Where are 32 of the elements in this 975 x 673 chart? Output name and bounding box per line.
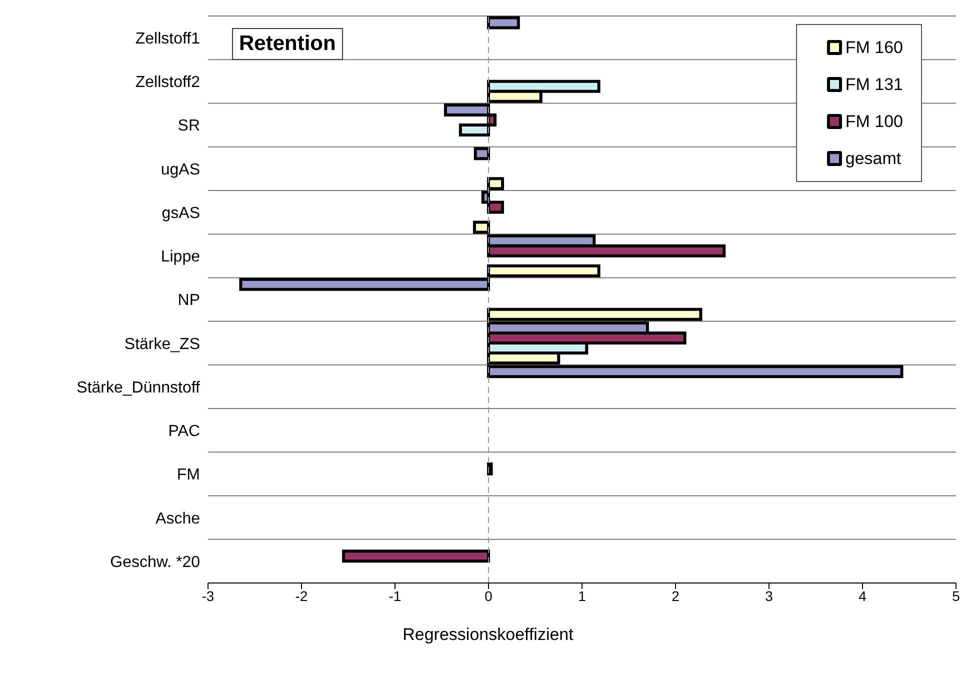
- y-tick-label: FM: [176, 466, 200, 484]
- y-tick-label: SR: [178, 118, 200, 135]
- x-tick-label: 1: [578, 588, 586, 604]
- x-tick-label: 2: [672, 588, 680, 604]
- bar: [342, 550, 490, 563]
- y-tick-label: PAC: [168, 423, 200, 440]
- legend-label: gesamt: [845, 148, 902, 170]
- bar: [487, 462, 493, 476]
- y-tick-label: Geschw. *20: [110, 554, 200, 571]
- x-axis-title: Regressionskoeffizient: [402, 625, 574, 645]
- bar: [474, 147, 490, 160]
- x-tick-label: -1: [388, 588, 402, 604]
- y-tick-label: Stärke_ZS: [124, 336, 200, 353]
- x-tick-label: -3: [202, 588, 214, 604]
- y-tick-label: Zellstoff2: [135, 74, 200, 92]
- y-tick-label: Zellstoff1: [135, 30, 200, 48]
- x-tick-label: 5: [952, 588, 960, 604]
- legend-label: FM 131: [845, 74, 903, 96]
- y-tick-label: gsAS: [162, 204, 200, 222]
- y-tick-label: Asche: [156, 510, 200, 528]
- legend-label: FM 160: [845, 37, 903, 59]
- x-tick-label: -2: [295, 588, 308, 604]
- x-tick-label: 3: [765, 588, 774, 604]
- y-tick-label: Stärke_Dünnstoff: [76, 379, 201, 396]
- text: Retention: [232, 28, 343, 60]
- x-tick-label: 0: [484, 588, 493, 604]
- legend-label: FM 100: [845, 111, 903, 133]
- y-tick-label: ugAS: [160, 161, 200, 178]
- y-tick-label: NP: [178, 292, 200, 310]
- x-tick-label: 4: [858, 588, 867, 604]
- y-tick-label: Lippe: [160, 248, 200, 266]
- bar: [487, 16, 520, 30]
